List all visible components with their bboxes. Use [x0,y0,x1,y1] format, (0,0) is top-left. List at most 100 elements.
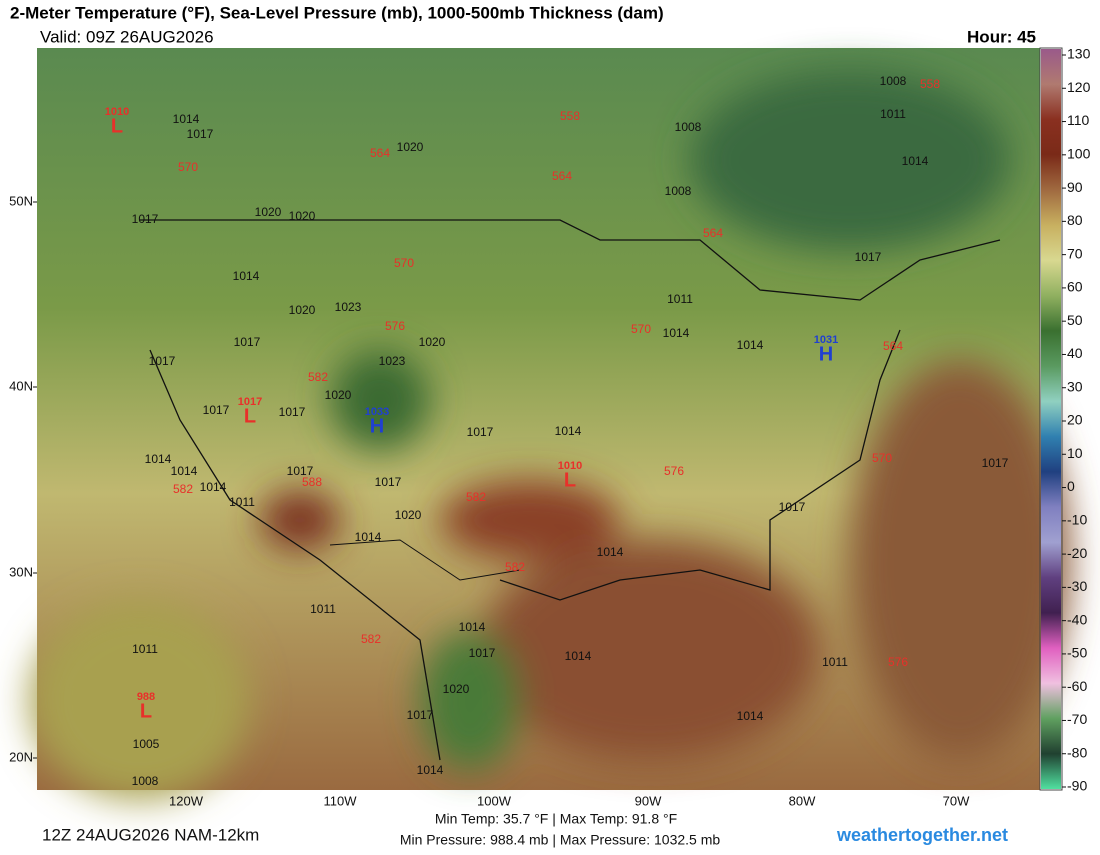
isobar-label: 1014 [145,452,172,466]
colorbar-label: -10 [1067,512,1087,528]
thickness-label: 576 [664,464,684,478]
isobar-label: 1020 [419,335,446,349]
isobar-label: 1020 [397,140,424,154]
isobar-label: 1020 [325,388,352,402]
colorbar-label: -30 [1067,578,1087,594]
isobar-label: 1017 [279,405,306,419]
thickness-label: 570 [631,322,651,336]
isobar-label: 1014 [565,649,592,663]
center-pressure: 1033 [365,406,389,418]
colorbar-label: -60 [1067,678,1087,694]
colorbar-label: -20 [1067,545,1087,561]
isobar-label: 1017 [203,403,230,417]
pressure-range: Min Pressure: 988.4 mb | Max Pressure: 1… [400,832,721,848]
center-symbol: L [244,405,256,427]
isobar-label: 1005 [133,737,160,751]
thickness-label: 564 [370,146,390,160]
colorbar-frame [1039,47,1063,791]
center-symbol: L [140,700,152,722]
isobar-label: 1017 [132,212,159,226]
isobar-label: 1014 [555,424,582,438]
isobar-label: 1014 [355,530,382,544]
thickness-label: 582 [361,632,381,646]
title: 2-Meter Temperature (°F), Sea-Level Pres… [10,3,664,22]
center-pressure: 1031 [814,334,838,346]
isobar-label: 1011 [229,495,255,509]
colorbar-label: 130 [1067,46,1091,62]
isobar-label: 1008 [132,774,159,788]
isobar-label: 1008 [675,120,702,134]
isobar-label: 1008 [880,74,907,88]
valid-time: Valid: 09Z 26AUG2026 [40,27,214,46]
lon-label: 90W [635,793,662,808]
lon-label: 120W [169,793,204,808]
thickness-label: 564 [703,226,723,240]
isobar-label: 1008 [665,184,692,198]
coastline [149,329,901,761]
center-pressure: 1017 [238,396,262,408]
center-symbol: H [819,343,833,365]
colorbar-label: -70 [1067,711,1087,727]
colorbar-label: 120 [1067,79,1091,95]
colorbar-label: 90 [1067,179,1083,195]
isobar-label: 1014 [417,763,444,777]
forecast-hour: Hour: 45 [967,27,1036,46]
isobar-label: 1017 [149,354,176,368]
isobar-label: 1017 [467,425,494,439]
thickness-label: 570 [394,256,414,270]
model-run: 12Z 24AUG2026 NAM-12km [42,825,259,844]
lat-label: 50N [9,193,33,208]
isobar-label: 1017 [287,464,314,478]
colorbar-label: 10 [1067,445,1083,461]
colorbar-label: -90 [1067,778,1087,794]
isobar-label: 1017 [234,335,261,349]
isobar-label: 1017 [407,708,434,722]
center-symbol: L [564,469,576,491]
isobar-label: 1017 [855,250,882,264]
colorbar-label: -40 [1067,611,1087,627]
isobar-label: 1020 [255,205,282,219]
colorbar-label: 80 [1067,212,1083,228]
isobar-label: 1011 [132,642,158,656]
isobar-label: 1014 [459,620,486,634]
thickness-label: 576 [385,319,405,333]
colorbar-label: 50 [1067,312,1083,328]
thickness-label: 582 [466,490,486,504]
thickness-label: 558 [920,77,940,91]
center-pressure: 1010 [558,460,582,472]
isobar-label: 1011 [667,292,693,306]
isobar-label: 1017 [187,127,214,141]
isobar-label: 1014 [171,464,198,478]
site-link[interactable]: weathertogether.net [836,825,1008,845]
colorbar-label: 20 [1067,412,1083,428]
isobar-label: 1011 [880,107,906,121]
isobar-label: 1011 [310,602,336,616]
center-symbol: L [111,115,123,137]
temp-range: Min Temp: 35.7 °F | Max Temp: 91.8 °F [435,811,677,827]
isobar-label: 1014 [737,709,764,723]
thickness-label: 564 [552,169,572,183]
temperature-field [30,70,1070,800]
lon-label: 80W [789,793,816,808]
colorbar-label: 0 [1067,478,1075,494]
isobar-label: 1014 [173,112,200,126]
lat-label: 20N [9,749,33,764]
lon-label: 110W [324,793,358,808]
lat-label: 30N [9,564,33,579]
thickness-label: 558 [560,109,580,123]
lon-label: 70W [943,793,970,808]
colorbar-label: 40 [1067,345,1083,361]
isobar-label: 1011 [822,655,848,669]
thickness-label: 582 [505,560,525,574]
colorbar-label: 30 [1067,378,1083,394]
thickness-label: 588 [302,475,322,489]
isobar-label: 1014 [233,269,260,283]
isobar-label: 1017 [982,456,1009,470]
thickness-label: 582 [308,370,328,384]
border [140,219,1001,301]
center-symbol: H [370,415,384,437]
isobar-label: 1017 [779,500,806,514]
lon-label: 100W [477,793,512,808]
